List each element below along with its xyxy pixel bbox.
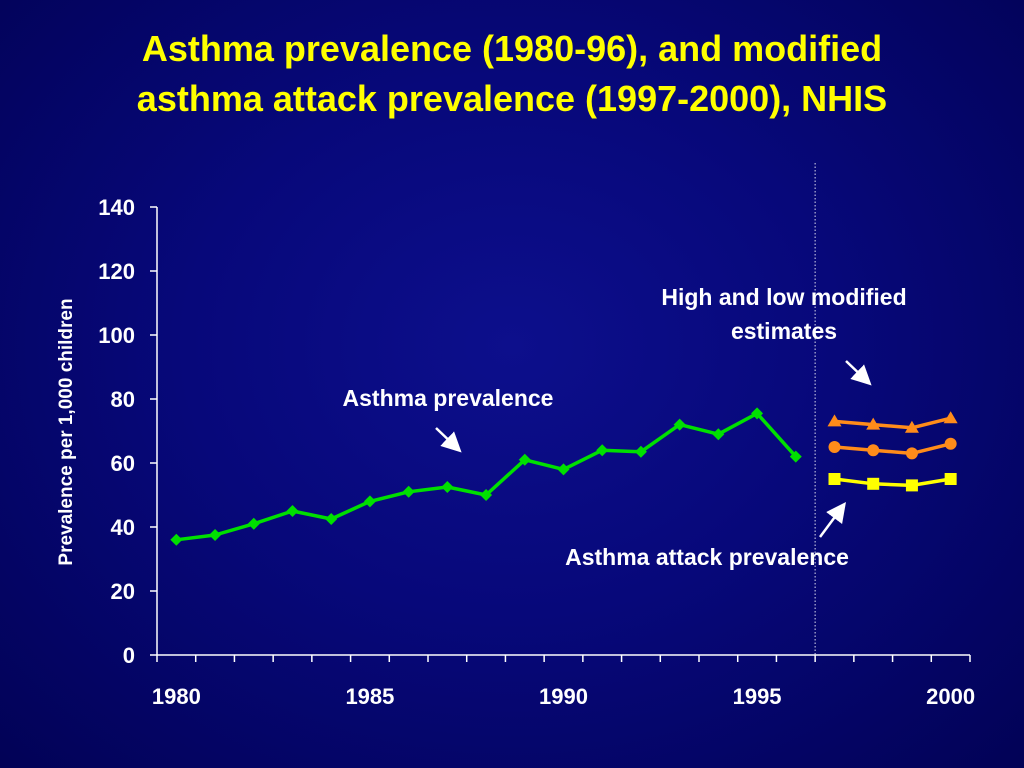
asthma-prevalence-point bbox=[170, 533, 183, 546]
y-tick-label: 100 bbox=[98, 323, 135, 348]
asthma-prevalence-point bbox=[209, 529, 222, 541]
chart-axes: 0 20 40 60 80 100 120 140 1980 1985 1990 1995 2000 bbox=[98, 195, 975, 709]
asthma-prevalence-line bbox=[176, 411, 798, 542]
asthma-prevalence-point bbox=[596, 444, 609, 457]
annotation-high-low-line-2: estimates bbox=[731, 318, 837, 344]
low-estimate-point bbox=[944, 437, 957, 450]
annotation-attack-prevalence: Asthma attack prevalence bbox=[565, 544, 849, 570]
chart-title-line-2: asthma attack prevalence (1997-2000), NH… bbox=[136, 78, 888, 119]
attack-prevalence-point bbox=[944, 473, 957, 485]
high-estimate-point bbox=[904, 420, 919, 433]
chart-title: Asthma prevalence (1980-96), and modifie… bbox=[0, 24, 1024, 124]
attack-prevalence-line bbox=[834, 477, 951, 488]
y-tick-label: 120 bbox=[98, 259, 135, 284]
series-layer bbox=[170, 407, 958, 546]
asthma-prevalence-point bbox=[247, 517, 260, 530]
y-tick-label: 60 bbox=[111, 451, 135, 476]
asthma-prevalence-point bbox=[789, 450, 802, 463]
x-tick-label: 1990 bbox=[539, 684, 588, 709]
y-tick-label: 0 bbox=[123, 643, 135, 668]
low-estimate-point bbox=[828, 441, 841, 453]
asthma-prevalence-point bbox=[480, 489, 493, 501]
annotation-asthma-prevalence: Asthma prevalence bbox=[343, 385, 554, 411]
asthma-prevalence-point bbox=[518, 453, 531, 466]
asthma-prevalence-point bbox=[363, 495, 376, 508]
low-estimate-point bbox=[867, 444, 880, 457]
y-tick-label: 20 bbox=[111, 579, 135, 604]
asthma-prevalence-point bbox=[673, 418, 686, 431]
attack-prevalence-point bbox=[828, 473, 841, 485]
asthma-prevalence-point bbox=[286, 505, 299, 517]
asthma-prevalence-point bbox=[441, 481, 454, 493]
low-estimate-point bbox=[905, 447, 918, 460]
asthma-prevalence-point bbox=[402, 485, 415, 498]
asthma-prevalence-point bbox=[634, 445, 647, 458]
high-estimate-point bbox=[943, 411, 958, 424]
asthma-prevalence-point bbox=[712, 428, 725, 441]
x-tick-label: 2000 bbox=[926, 684, 975, 709]
high-estimate-point bbox=[866, 417, 881, 430]
y-axis-label: Prevalence per 1,000 children bbox=[56, 298, 77, 565]
chart-title-line-1: Asthma prevalence (1980-96), and modifie… bbox=[141, 28, 883, 69]
attack-prevalence-point bbox=[867, 477, 880, 490]
y-tick-label: 140 bbox=[98, 195, 135, 220]
annotation-high-low-arrow bbox=[845, 360, 872, 386]
x-tick-label: 1980 bbox=[152, 684, 201, 709]
x-tick-label: 1995 bbox=[733, 684, 782, 709]
y-tick-label: 40 bbox=[111, 515, 135, 540]
asthma-prevalence-point bbox=[325, 513, 338, 525]
y-tick-label: 80 bbox=[111, 387, 135, 412]
x-tick-label: 1985 bbox=[345, 684, 394, 709]
annotation-asthma-prevalence-arrow bbox=[435, 427, 462, 453]
attack-prevalence-point bbox=[905, 479, 918, 492]
asthma-prevalence-point bbox=[557, 463, 570, 476]
annotation-attack-prevalence-arrow bbox=[818, 501, 846, 538]
low-estimate-line bbox=[834, 442, 952, 456]
asthma-prevalence-point bbox=[751, 407, 764, 420]
high-estimate-point bbox=[827, 414, 842, 427]
annotation-high-low-line-1: High and low modified bbox=[661, 284, 906, 310]
high-estimate-line bbox=[834, 416, 952, 430]
